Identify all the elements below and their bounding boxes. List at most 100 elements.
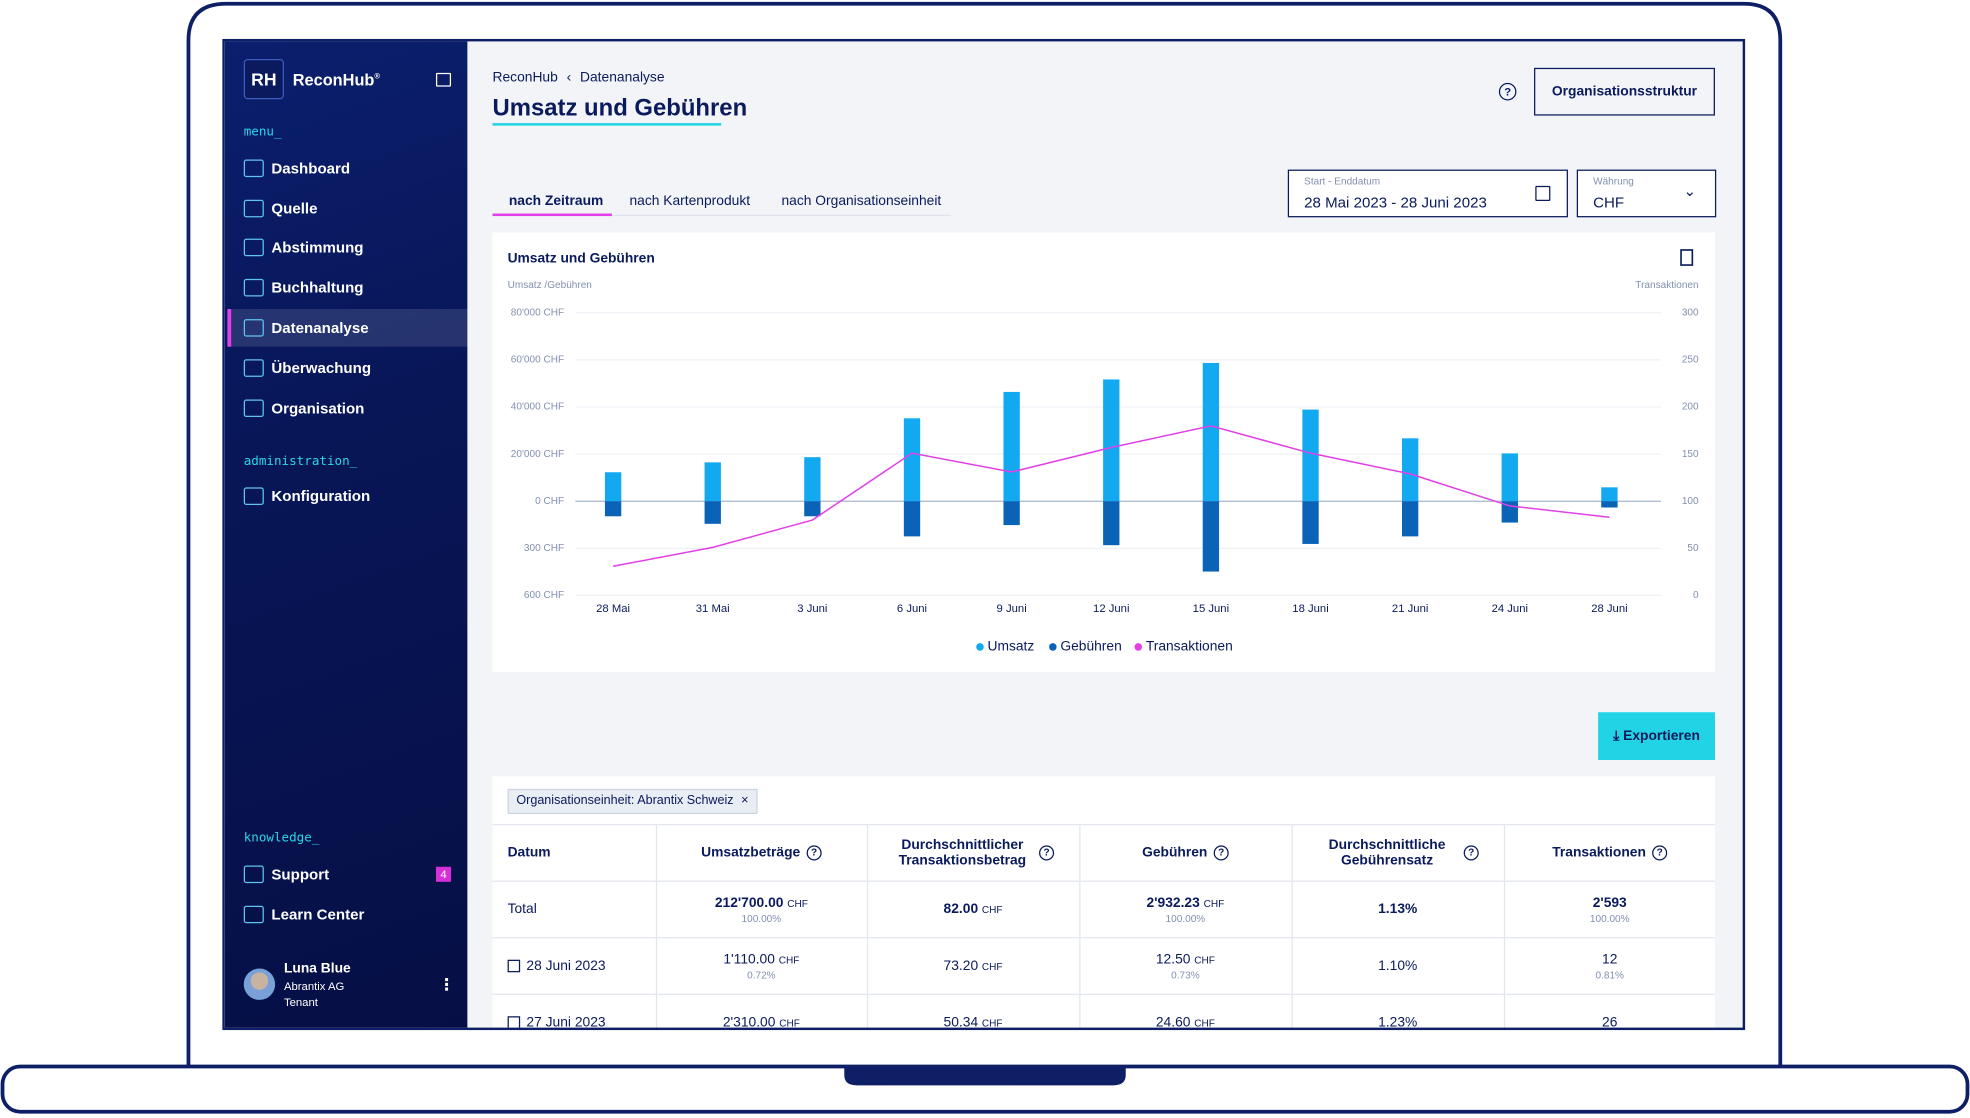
cell-unit: CHF [981,1017,1003,1028]
cell-value: 12 [1602,951,1618,967]
column-header[interactable]: Transaktionen? [1503,824,1715,882]
cell-value: 27 Juni 2023 [526,1014,606,1028]
y-tick-label: 0 CHF [535,496,564,507]
cell-share: 0.81% [1595,969,1624,981]
legend-swatch [1134,643,1143,651]
bar [903,418,921,502]
table-cell: 2'932.23 CHF 100.00% [1078,880,1292,938]
help-icon: ? [1652,845,1668,861]
cell-value: 1.23% [1378,1014,1418,1028]
column-header[interactable]: Durchschnittliche Gebührensatz? [1290,824,1504,882]
collapse-button[interactable] [435,72,452,87]
x-tick-label: 28 Juni [1591,603,1627,615]
bar [1601,487,1618,502]
report-icon[interactable] [1680,249,1694,266]
x-tick-label: 9 Juni [997,603,1027,615]
brand-name: ReconHub [292,70,375,90]
help-icon: ? [806,845,822,861]
nav-item[interactable]: Dashboard [271,159,351,178]
table-cell: 2'593 100.00% [1503,880,1715,938]
help-icon: ? [1213,845,1229,861]
cell-unit: CHF [1194,1017,1215,1028]
y-tick-label: 20'000 CHF [511,449,564,460]
x-tick-label: 28 Mai [596,603,630,615]
y2-tick-label: 150 [1682,449,1699,460]
bar [604,501,622,517]
cell-value: 28 Juni 2023 [526,958,606,974]
tab[interactable]: nach Zeitraum [508,193,604,209]
nav-item[interactable]: Quelle [271,199,318,218]
cell-value: 73.20 [943,958,979,974]
nav-item[interactable]: Learn Center [271,905,365,924]
cell-value: Total [507,901,537,918]
export-label: Exportieren [1623,728,1700,744]
chevron: ⌄ [1683,182,1697,200]
y2-axis-label: Transaktionen [1635,280,1698,291]
bar [1103,379,1120,502]
nav-item[interactable]: Buchhaltung [271,278,364,297]
table-cell: 1.10% [1290,937,1504,995]
nav-item[interactable]: Datenanalyse [271,319,369,337]
y-tick-label: 600 CHF [524,590,564,601]
cell-value: 1'110.00 [723,951,775,967]
org-button[interactable]: Organisationsstruktur [1534,67,1715,116]
nav-icon [243,159,264,178]
x-tick-label: 18 Juni [1292,603,1328,615]
legend-swatch [1049,643,1057,651]
nav-item[interactable]: Abstimmung [271,238,364,257]
bar [903,501,921,537]
column-title: Durchschnittliche Gebührensatz [1328,837,1446,869]
bar [1401,501,1419,537]
filter-chip[interactable]: Organisationseinheit: Abrantix Schweiz × [507,788,758,815]
tab[interactable]: nach Organisationseinheit [781,193,942,209]
section-label: knowledge_ [243,831,320,846]
screen: RH ReconHub® menu_ Dashboard Quelle Abst… [224,41,1743,1028]
nav-item[interactable]: Organisation [271,399,365,418]
x-tick-label: 24 Juni [1492,603,1528,615]
column-header[interactable]: Durchschnittlicher Transaktionsbetrag? [866,824,1080,882]
avatar [243,968,276,1000]
y2-tick-label: 50 [1687,543,1699,554]
export-button[interactable]: ⤓ Exportieren [1598,712,1715,760]
date-field[interactable]: Start - Enddatum 28 Mai 2023 - 28 Juni 2… [1287,169,1568,218]
user-role: Tenant [283,996,318,1009]
user-company: Abrantix AG [283,979,345,993]
table-cell: 50.34 CHF [866,993,1080,1028]
nav-icon [243,199,264,218]
column-header[interactable]: Datum [492,824,656,882]
nav-item[interactable]: Support [271,865,330,884]
column-header[interactable]: Gebühren? [1078,824,1292,882]
y-tick-label: 300 CHF [524,543,564,554]
nav-icon [243,319,264,337]
help-button[interactable]: ? [1498,82,1517,101]
currency-field[interactable]: Währung CHF ⌄ [1576,169,1717,218]
legend-swatch [976,643,984,651]
breadcrumb-item: Datenanalyse [580,70,665,86]
y-tick-label: 80'000 CHF [511,307,564,318]
tab[interactable]: nach Kartenprodukt [629,193,751,209]
nav-icon [243,359,264,377]
nav-icon [243,238,264,257]
field-label: Währung [1593,175,1634,188]
nav-item[interactable]: Konfiguration [271,487,371,505]
brand: ReconHub® [293,70,380,89]
cell-unit: CHF [778,954,800,966]
cell-value: 1.13% [1378,901,1418,918]
user-name: Luna Blue [283,960,351,977]
user-menu[interactable]: ⋮ [438,974,455,994]
table-cell: Total [492,880,656,938]
column-header[interactable]: Umsatzbeträge? [655,824,867,882]
x-tick-label: 31 Mai [696,603,730,615]
nav-item[interactable]: Überwachung [271,359,372,377]
bar [1302,501,1319,544]
help-icon: ? [1039,845,1055,861]
section-label: menu_ [243,125,282,140]
breadcrumb-item[interactable]: ReconHub [492,70,558,86]
chip-close[interactable]: × [741,793,749,808]
bar [604,472,622,502]
y2-tick-label: 250 [1682,355,1699,366]
cell-value: 1.10% [1378,958,1418,974]
y2-tick-label: 0 [1693,590,1699,601]
field-value: CHF [1593,193,1625,212]
